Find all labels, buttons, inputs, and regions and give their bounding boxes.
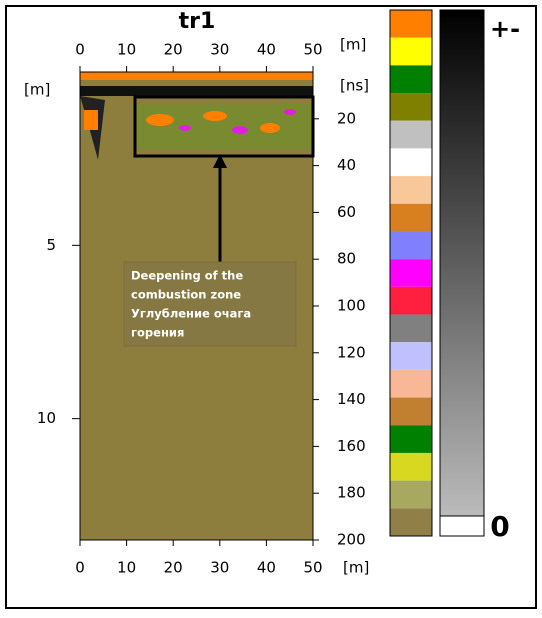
x-tick-label-top: 0: [75, 41, 85, 59]
y2-axis-label: [ns]: [340, 77, 369, 95]
y2-tick-label: 180: [337, 484, 366, 502]
x-tick-label-bottom: 50: [303, 559, 322, 577]
x-tick-label-bottom: 30: [210, 559, 229, 577]
colorbar-border: [389, 9, 433, 537]
grayscale-bar: [440, 10, 484, 516]
anomaly: [84, 110, 98, 130]
x-axis-label-bottom: [m]: [343, 559, 369, 577]
y2-tick-label: 140: [337, 390, 366, 408]
grayscale-zero: [439, 515, 485, 537]
x-tick-label-top: 10: [117, 41, 136, 59]
y2-tick-label: 20: [337, 109, 356, 127]
annotation-line: combustion zone: [131, 288, 241, 302]
colorbar-swatch: [390, 65, 432, 94]
x-tick-label-bottom: 0: [75, 559, 85, 577]
x-tick-label-bottom: 10: [117, 559, 136, 577]
x-tick-label-top: 50: [303, 41, 322, 59]
colorbar-swatch: [390, 314, 432, 343]
annotation-line: Углубление очага: [131, 307, 251, 321]
y-tick-label: 10: [37, 409, 56, 427]
colorbar-swatch: [390, 10, 432, 38]
direct-wave-band: [80, 86, 313, 96]
y2-tick-label: 100: [337, 297, 366, 315]
colorbar-swatch: [390, 286, 432, 315]
y2-tick-label: 80: [337, 250, 356, 268]
colorbar-swatch: [390, 176, 432, 204]
surface-band: [80, 72, 313, 80]
annotation-line: горения: [131, 326, 184, 340]
annotation-line: Deepening of the: [131, 269, 243, 283]
arrow-head: [213, 154, 227, 168]
colorbar-swatch: [390, 508, 432, 536]
y2-tick-label: 200: [337, 531, 366, 549]
grayscale-border: [439, 9, 485, 537]
colorbar-swatch: [390, 93, 432, 121]
colorbar-swatch: [390, 342, 432, 370]
x-axis-label-top: [m]: [340, 36, 366, 54]
colorbar-swatch: [390, 259, 432, 287]
colorbar-swatch: [390, 480, 432, 509]
x-tick-label-bottom: 20: [164, 559, 183, 577]
y2-tick-label: 60: [337, 203, 356, 221]
y2-tick-label: 160: [337, 437, 366, 455]
y2-tick-label: 120: [337, 343, 366, 361]
colorbar-swatch: [390, 452, 432, 481]
colorbar-swatch: [390, 120, 432, 149]
anomaly-spots-magenta: [179, 109, 296, 134]
colorbar-swatch: [390, 231, 432, 260]
y-tick-label: 5: [46, 236, 56, 254]
annotation-box: [123, 261, 297, 347]
y-axis-label: [m]: [24, 81, 50, 99]
grayscale-bottom-label: 0: [490, 510, 509, 543]
colorbar-swatch: [390, 397, 432, 426]
colorbar-swatch: [390, 203, 432, 232]
y2-tick-label: 40: [337, 156, 356, 174]
x-tick-label-top: 40: [257, 41, 276, 59]
anomaly-zone: [136, 104, 311, 149]
x-tick-label-top: 20: [164, 41, 183, 59]
x-tick-label-top: 30: [210, 41, 229, 59]
chart-title: tr1: [179, 9, 216, 34]
colorbar-swatch: [390, 37, 432, 66]
grayscale-top-label: +-: [490, 15, 520, 43]
colorbar-swatch: [390, 369, 432, 398]
x-tick-label-bottom: 40: [257, 559, 276, 577]
anomaly-spots: [146, 111, 280, 133]
colorbar-swatch: [390, 148, 432, 177]
colorbar-swatch: [390, 425, 432, 453]
